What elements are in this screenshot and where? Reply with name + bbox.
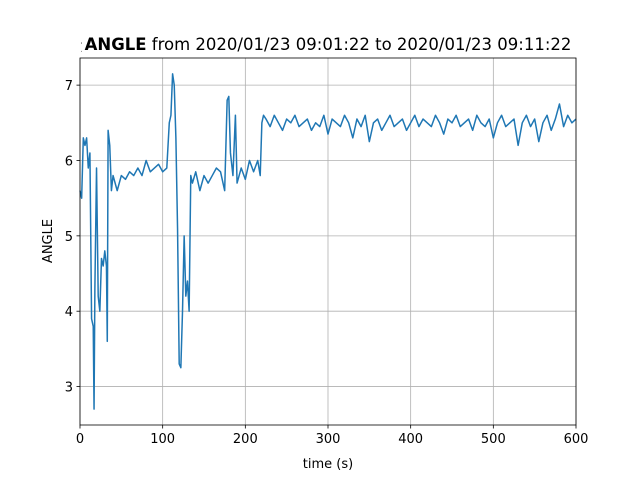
title-bold: ANGLE xyxy=(85,35,147,54)
y-tick-label: 6 xyxy=(65,154,73,169)
x-tick-label: 0 xyxy=(76,432,84,447)
title-text: from 2020/01/23 09:01:22 to 2020/01/23 0… xyxy=(152,35,572,54)
y-tick-label: 7 xyxy=(65,79,73,94)
x-tick-label: 500 xyxy=(481,432,506,447)
y-tick-label: 3 xyxy=(65,381,73,396)
x-axis-label: time (s) xyxy=(303,457,353,472)
x-tick-label: 200 xyxy=(233,432,258,447)
title-backdrop xyxy=(82,34,146,54)
y-axis-label: ANGLE xyxy=(41,219,56,263)
x-tick-label: 100 xyxy=(150,432,175,447)
chart-title: ANGLE from 2020/01/23 09:01:22 to 2020/0… xyxy=(85,35,572,54)
y-tick-label: 5 xyxy=(65,230,73,245)
x-tick-label: 600 xyxy=(564,432,589,447)
data-line xyxy=(79,73,577,410)
plot-layer xyxy=(79,73,577,410)
x-tick-label: 400 xyxy=(398,432,423,447)
tick-layer: 0 100 200 300 400 500 600 3 4 5 6 7 xyxy=(65,79,589,447)
grid-layer xyxy=(79,58,577,425)
y-tick-label: 4 xyxy=(65,305,73,320)
x-tick-label: 300 xyxy=(316,432,341,447)
